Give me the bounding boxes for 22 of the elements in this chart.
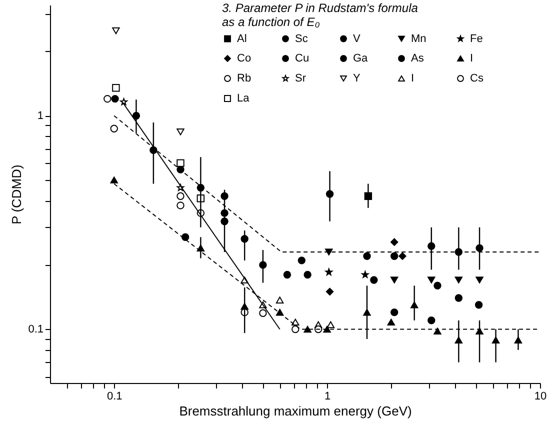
x-tick-label: 0.1 (106, 390, 122, 402)
legend-label: Sc (295, 32, 308, 45)
legend-label: Ga (353, 52, 369, 64)
legend-label: I (411, 72, 414, 84)
chart-title: 3. Parameter P in Rudstam's formula as a function of E₀ (222, 1, 418, 29)
legend-label: Fe (470, 32, 483, 45)
legend-label: Rb (237, 72, 252, 84)
legend-label: Co (237, 52, 252, 64)
legend-label: Cu (295, 52, 310, 64)
legend-label: La (237, 92, 250, 104)
legend-label: I (470, 52, 474, 64)
legend-label: Sr (295, 72, 306, 84)
legend-label: Al (237, 32, 247, 45)
legend-label: As (411, 52, 424, 64)
legend-label: V (353, 32, 361, 45)
y-axis-title: P (CDMD) (9, 164, 24, 224)
x-tick-label: 10 (534, 390, 547, 402)
x-tick-label: 1 (324, 390, 331, 402)
x-axis-title: Bremsstrahlung maximum energy (GeV) (179, 404, 412, 418)
legend-label: Cs (470, 72, 484, 84)
legend-label: Y (353, 72, 361, 84)
legend-label: Mn (411, 32, 426, 45)
